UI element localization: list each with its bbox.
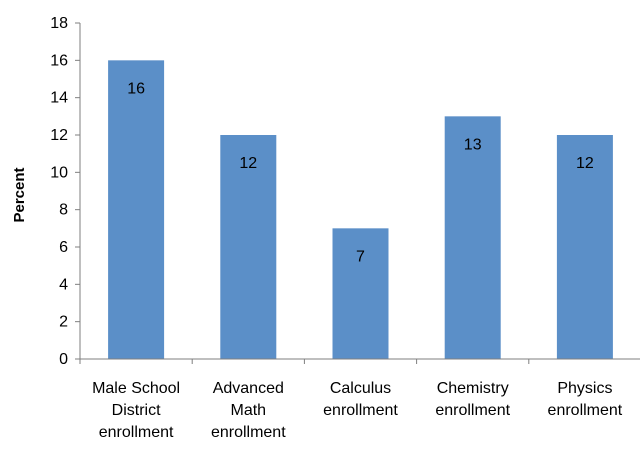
category-label-line: Math bbox=[231, 402, 267, 419]
data-labels: 16 12 7 13 12 bbox=[127, 80, 594, 265]
category-label: Chemistry enrollment bbox=[435, 380, 510, 419]
data-label: 7 bbox=[356, 248, 365, 265]
category-label-line: Chemistry bbox=[437, 380, 509, 397]
y-tick-label: 18 bbox=[50, 15, 68, 32]
y-tick-label: 10 bbox=[50, 164, 68, 181]
y-tick-label: 12 bbox=[50, 127, 68, 144]
bar bbox=[332, 228, 389, 359]
category-label-line: enrollment bbox=[548, 402, 623, 419]
bar bbox=[108, 60, 165, 359]
y-tick-label: 4 bbox=[59, 276, 68, 293]
category-label-line: enrollment bbox=[435, 402, 510, 419]
category-labels: Male School District enrollment Advanced Mat… bbox=[92, 380, 623, 441]
category-label: Male School District enrollment bbox=[92, 380, 180, 441]
y-tick-label: 0 bbox=[59, 351, 68, 368]
category-label: Calculus enrollment bbox=[323, 380, 398, 419]
y-axis-ticks: 0 2 4 6 8 10 12 14 16 18 bbox=[50, 15, 530, 368]
category-label-line: Calculus bbox=[330, 380, 391, 397]
bar bbox=[220, 135, 277, 359]
category-label: Physics enrollment bbox=[548, 380, 623, 419]
category-label: Advanced Math enrollment bbox=[211, 380, 286, 441]
category-label-line: District bbox=[112, 402, 161, 419]
y-tick-label: 14 bbox=[50, 90, 68, 107]
category-label-line: enrollment bbox=[323, 402, 398, 419]
category-label-line: enrollment bbox=[99, 424, 174, 441]
data-label: 12 bbox=[576, 155, 594, 172]
category-label-line: Advanced bbox=[213, 380, 284, 397]
data-label: 16 bbox=[127, 80, 145, 97]
y-tick-label: 2 bbox=[59, 314, 68, 331]
y-axis-title: Percent bbox=[11, 167, 28, 222]
y-tick-label: 6 bbox=[59, 239, 68, 256]
bars bbox=[108, 60, 613, 359]
category-label-line: Male School bbox=[92, 380, 180, 397]
category-label-line: enrollment bbox=[211, 424, 286, 441]
category-label-line: Physics bbox=[557, 380, 612, 397]
bar bbox=[444, 116, 501, 359]
data-label: 12 bbox=[239, 155, 257, 172]
data-label: 13 bbox=[464, 136, 482, 153]
bar bbox=[556, 135, 613, 359]
y-tick-label: 8 bbox=[59, 202, 68, 219]
y-tick-label: 16 bbox=[50, 52, 68, 69]
